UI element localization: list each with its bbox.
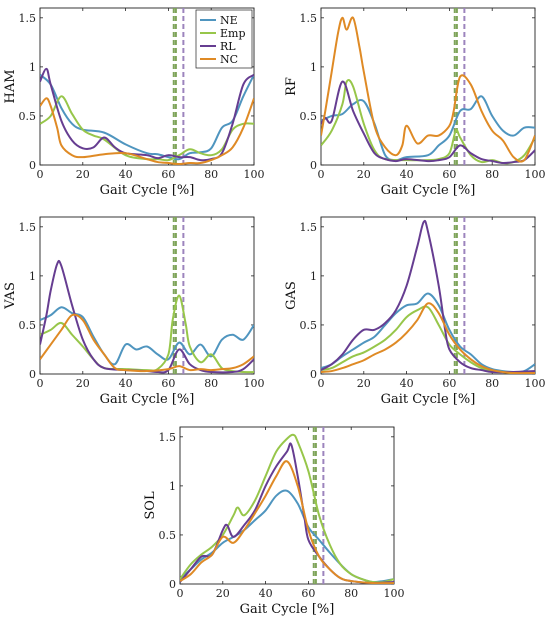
x-tick-label: 40 <box>119 168 133 181</box>
y-tick-label: 1 <box>310 61 317 74</box>
x-tick-label: 20 <box>76 168 90 181</box>
x-tick-label: 80 <box>485 377 499 390</box>
x-tick-label: 40 <box>119 377 133 390</box>
x-tick-label: 20 <box>357 377 371 390</box>
series-line-nc <box>40 313 254 373</box>
x-axis-label: Gait Cycle [%] <box>381 183 476 198</box>
x-tick-label: 0 <box>37 168 44 181</box>
y-tick-label: 0 <box>310 368 317 381</box>
x-tick-label: 40 <box>400 168 414 181</box>
series-line-ne <box>180 489 394 584</box>
y-tick-label: 0 <box>29 159 36 172</box>
x-tick-label: 20 <box>357 168 371 181</box>
chart-ham: 0 20 40 60 80 100 0 0.5 1 1.5 Gait Cycle [%] HAM NEE… <box>3 7 265 198</box>
x-tick-label: 100 <box>244 168 265 181</box>
x-axis-label: Gait Cycle [%] <box>100 392 195 407</box>
legend-label-rl: RL <box>220 40 236 53</box>
x-tick-label: 60 <box>161 168 175 181</box>
x-tick-label: 40 <box>400 377 414 390</box>
series-line-emp <box>321 305 535 374</box>
axes-frame <box>179 426 395 585</box>
y-tick-label: 1.5 <box>300 12 318 25</box>
x-tick-label: 80 <box>485 168 499 181</box>
series-line-ne <box>321 292 535 374</box>
y-tick-label: 0.5 <box>19 110 37 123</box>
y-axis-label: RF <box>284 77 299 96</box>
x-tick-label: 20 <box>76 377 90 390</box>
x-tick-label: 40 <box>259 587 273 600</box>
y-tick-label: 1.5 <box>159 431 177 444</box>
series-line-ne <box>321 95 535 162</box>
x-tick-label: 60 <box>301 587 315 600</box>
y-axis-label: GAS <box>284 281 299 310</box>
x-tick-label: 100 <box>244 377 265 390</box>
series-line-emp <box>180 433 394 584</box>
x-tick-label: 80 <box>204 377 218 390</box>
x-tick-label: 60 <box>442 168 456 181</box>
y-tick-label: 0 <box>310 159 317 172</box>
series-line-nc <box>180 460 394 584</box>
legend-label-nc: NC <box>220 53 238 66</box>
series-line-nc <box>40 97 254 165</box>
legend-label-emp: Emp <box>220 27 246 40</box>
y-tick-label: 0 <box>29 368 36 381</box>
x-tick-label: 0 <box>177 587 184 600</box>
chart-sol: 0 20 40 60 80 100 0 0.5 1 1.5 Gait Cycle [%] SOL <box>143 426 405 617</box>
x-tick-label: 80 <box>344 587 358 600</box>
y-tick-label: 0.5 <box>300 110 318 123</box>
x-tick-label: 0 <box>37 377 44 390</box>
x-tick-label: 100 <box>384 587 405 600</box>
x-tick-label: 0 <box>318 168 325 181</box>
y-tick-label: 1.5 <box>300 221 318 234</box>
y-tick-label: 1.5 <box>19 12 37 25</box>
series-line-rl <box>40 259 254 374</box>
x-tick-label: 80 <box>204 168 218 181</box>
series-line-rl <box>321 80 535 165</box>
axes-frame <box>39 7 255 166</box>
y-tick-label: 1 <box>310 270 317 283</box>
y-tick-label: 0.5 <box>19 319 37 332</box>
series-line-emp <box>321 79 535 165</box>
y-tick-label: 0 <box>169 578 176 591</box>
x-tick-label: 20 <box>216 587 230 600</box>
x-axis-label: Gait Cycle [%] <box>381 392 476 407</box>
series-line-emp <box>40 294 254 374</box>
y-tick-label: 1.5 <box>19 221 37 234</box>
y-tick-label: 0.5 <box>300 319 318 332</box>
chart-vas: 0 20 40 60 80 100 0 0.5 1 1.5 Gait Cycle [%] VAS <box>3 216 265 407</box>
y-tick-label: 0.5 <box>159 529 177 542</box>
x-tick-label: 100 <box>525 377 546 390</box>
series-line-rl <box>321 219 535 374</box>
y-axis-label: SOL <box>143 491 158 520</box>
y-tick-label: 1 <box>29 270 36 283</box>
chart-rf: 0 20 40 60 80 100 0 0.5 1 1.5 Gait Cycle [%] RF <box>284 7 546 198</box>
x-tick-label: 60 <box>161 377 175 390</box>
legend-label-ne: NE <box>220 14 238 27</box>
x-axis-label: Gait Cycle [%] <box>100 183 195 198</box>
x-axis-label: Gait Cycle [%] <box>240 602 335 617</box>
series-line-nc <box>321 302 535 374</box>
y-axis-label: VAS <box>3 282 18 310</box>
x-tick-label: 60 <box>442 377 456 390</box>
x-tick-label: 0 <box>318 377 325 390</box>
axes-frame <box>320 216 536 375</box>
axes-frame <box>320 7 536 166</box>
chart-gas: 0 20 40 60 80 100 0 0.5 1 1.5 Gait Cycle [%] GAS <box>284 216 546 407</box>
y-tick-label: 1 <box>169 480 176 493</box>
series-line-rl <box>180 442 394 584</box>
series-line-nc <box>321 16 535 163</box>
series-line-ne <box>40 73 254 161</box>
x-tick-label: 100 <box>525 168 546 181</box>
y-tick-label: 1 <box>29 61 36 74</box>
axes-frame <box>39 216 255 375</box>
y-axis-label: HAM <box>3 69 18 103</box>
